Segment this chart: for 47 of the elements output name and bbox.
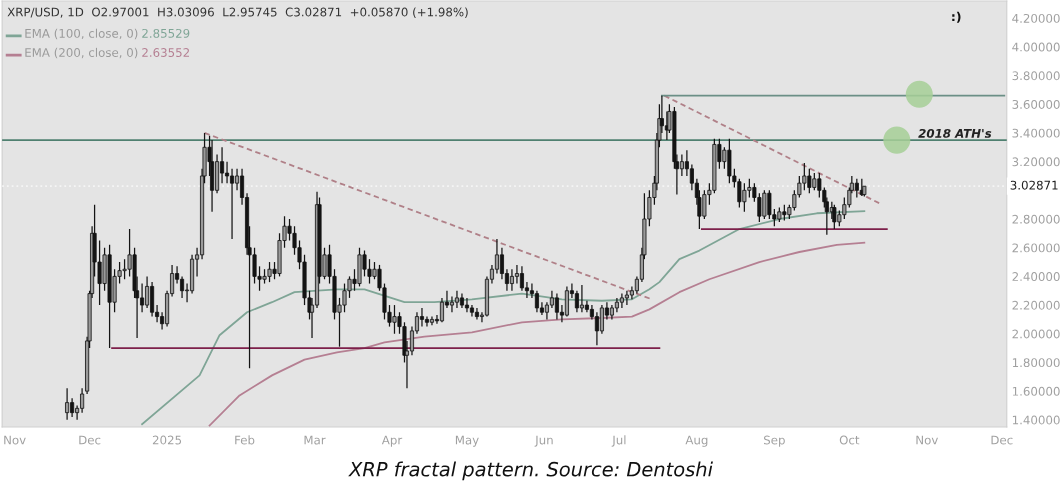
candlestick xyxy=(454,290,460,309)
x-tick-label: Apr xyxy=(381,435,403,447)
y-tick-label: 2.20000 xyxy=(1012,300,1060,310)
candlestick xyxy=(439,297,445,323)
x-tick-label: 2025 xyxy=(152,435,182,445)
annotation: 2.85529 xyxy=(142,28,190,38)
y-tick-label: 3.60000 xyxy=(1012,99,1060,109)
y-tick-label: 2.00000 xyxy=(1012,329,1060,339)
ref-line-label: 3.02871 xyxy=(1010,180,1058,190)
y-tick-label: 2.40000 xyxy=(1012,272,1060,282)
y-tick-label: 4.20000 xyxy=(1012,13,1060,23)
text: XRP fractal pattern. Source: Dentoshi xyxy=(348,461,713,481)
y-tick-label: 3.40000 xyxy=(1012,128,1060,138)
annotation: XRP/USD, 1D O2.97001 H3.03096 L2.95745 C3.02871 +0.05870 (+1.98%) xyxy=(7,7,468,18)
ref-line-label: 2018 ATH's xyxy=(918,128,992,138)
y-tick-label: 2.60000 xyxy=(1012,243,1060,253)
x-tick-label: Jul xyxy=(611,435,626,447)
annotation: :) xyxy=(952,11,961,23)
x-tick-label: Sep xyxy=(764,435,785,447)
candlestick xyxy=(854,178,859,199)
y-tick-label: 1.40000 xyxy=(1012,415,1060,425)
candlestick xyxy=(65,387,70,421)
x-tick-label: Nov xyxy=(916,435,938,445)
line-series xyxy=(141,210,866,426)
x-tick-label: Jun xyxy=(534,435,553,447)
line-series xyxy=(208,241,866,427)
y-tick-label: 4.00000 xyxy=(1012,42,1060,52)
candlestick xyxy=(424,315,430,328)
y-tick-label: 3.80000 xyxy=(1012,71,1060,81)
x-tick-label: May xyxy=(455,435,479,447)
y-tick-label: 2.80000 xyxy=(1012,214,1060,224)
x-tick-label: Dec xyxy=(991,435,1013,445)
annotation: 2.63552 xyxy=(142,48,189,57)
y-tick-label: 3.20000 xyxy=(1012,157,1060,167)
candlestick xyxy=(464,297,470,313)
legend-label: EMA (200, close, 0) xyxy=(25,47,138,59)
x-tick-label: Aug xyxy=(685,435,708,447)
candlestick xyxy=(449,295,455,313)
y-tick-label: 1.80000 xyxy=(1012,358,1060,368)
x-tick-label: Dec xyxy=(79,435,101,445)
x-tick-label: Mar xyxy=(304,435,326,445)
candlestick xyxy=(419,307,425,328)
x-tick-label: Feb xyxy=(235,435,255,445)
legend-label: EMA (100, close, 0) xyxy=(25,28,138,40)
y-tick-label: 1.60000 xyxy=(1012,386,1060,396)
x-tick-label: Nov xyxy=(4,435,26,445)
x-tick-label: Oct xyxy=(839,435,860,445)
